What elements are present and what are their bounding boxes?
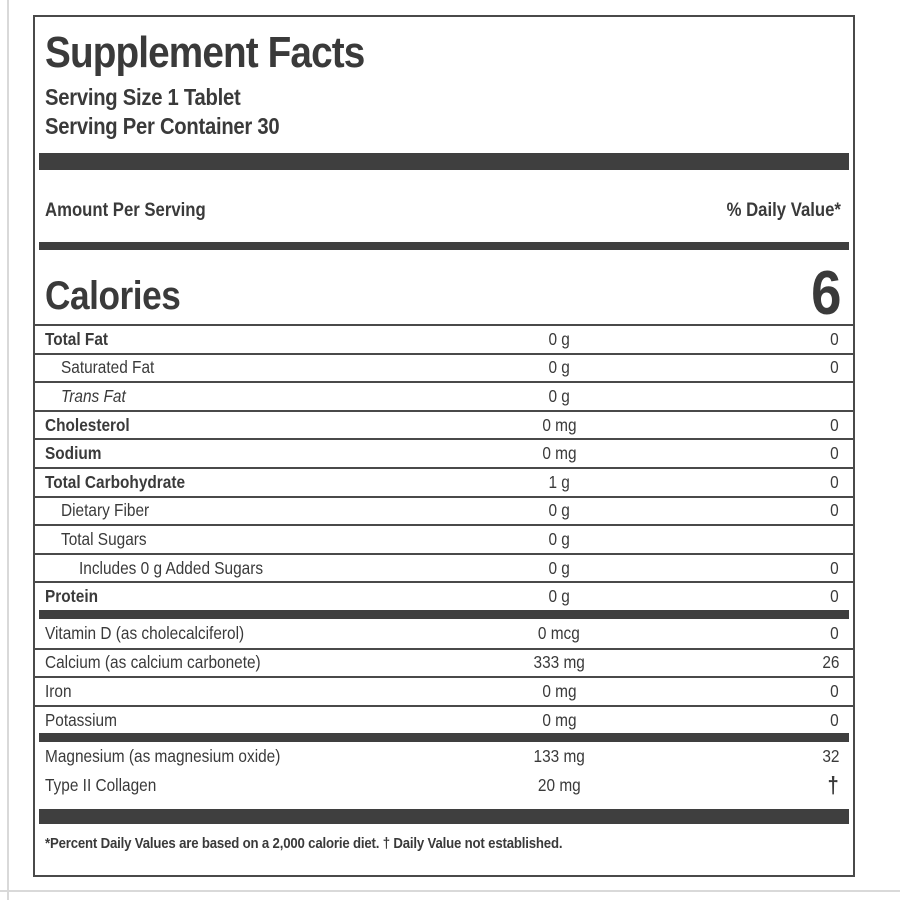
nutrient-amount: 0 g — [548, 528, 570, 549]
nutrient-name: Type II Collagen — [45, 774, 157, 795]
nutrient-amount: 0 g — [548, 385, 570, 406]
nutrient-name: Magnesium (as magnesium oxide) — [45, 746, 281, 767]
nutrient-row: Sodium 0 mg 0 — [35, 438, 853, 467]
nutrient-name: Cholesterol — [45, 414, 130, 435]
nutrient-name: Saturated Fat — [61, 357, 155, 378]
nutrient-row: Total Fat 0 g 0 — [35, 324, 853, 353]
nutrient-name: Includes 0 g Added Sugars — [79, 557, 264, 578]
nutrient-amount: 0 g — [548, 500, 570, 521]
nutrient-row: Potassium 0 mg 0 — [35, 704, 853, 734]
nutrient-amount: 0 mg — [541, 709, 577, 730]
photo-left-edge — [7, 0, 9, 900]
footnote: *Percent Daily Values are based on a 2,0… — [35, 824, 853, 852]
nutrient-dv: 32 — [821, 746, 839, 767]
nutrient-dv: 26 — [821, 652, 839, 673]
nutrient-row: Total Sugars 0 g — [35, 524, 853, 553]
nutrient-dv: 0 — [830, 357, 839, 378]
serving-info: Serving Size 1 Tablet Serving Per Contai… — [45, 83, 843, 141]
panel-title: Supplement Facts — [45, 31, 843, 75]
nutrient-row: Protein 0 g 0 — [35, 581, 853, 610]
calories-value: 6 — [810, 258, 841, 328]
nutrient-dv — [639, 386, 839, 407]
nutrient-dv-dagger-icon: † — [827, 771, 839, 798]
nutrient-dv: 0 — [830, 680, 839, 701]
nutrient-name: Total Carbohydrate — [45, 471, 186, 492]
photo-bottom-edge — [0, 890, 900, 892]
nutrient-name: Total Sugars — [61, 528, 147, 549]
nutrient-name: Iron — [45, 680, 72, 701]
nutrient-row: Calcium (as calcium carbonete) 333 mg 26 — [35, 647, 853, 677]
nutrient-amount: 1 g — [548, 471, 570, 492]
nutrient-name: Calcium (as calcium carbonete) — [45, 652, 261, 673]
nutrient-row: Magnesium (as magnesium oxide) 133 mg 32 — [35, 742, 853, 771]
nutrient-group-extras: Magnesium (as magnesium oxide) 133 mg 32 Ty… — [35, 742, 853, 799]
nutrient-dv — [639, 529, 839, 550]
nutrient-dv: 0 — [830, 414, 839, 435]
nutrient-amount: 333 mg — [533, 652, 585, 673]
serving-size: Serving Size 1 Tablet — [45, 84, 241, 110]
nutrient-amount: 0 g — [548, 328, 570, 349]
panel-title-text: Supplement Facts — [45, 28, 365, 77]
nutrient-name: Total Fat — [45, 328, 109, 349]
footnote-text: *Percent Daily Values are based on a 2,0… — [45, 834, 563, 852]
nutrient-dv: 0 — [830, 586, 839, 607]
amount-per-serving-label: Amount Per Serving — [45, 200, 206, 221]
nutrient-amount: 0 mg — [541, 414, 577, 435]
nutrient-name: Protein — [45, 586, 99, 607]
nutrient-amount: 0 g — [548, 557, 570, 578]
nutrient-row: Saturated Fat 0 g 0 — [35, 352, 853, 382]
nutrient-name: Vitamin D (as cholecalciferol) — [45, 622, 245, 643]
nutrient-row: Trans Fat 0 g — [35, 381, 853, 410]
nutrient-name: Dietary Fiber — [61, 500, 150, 521]
nutrient-amount: 133 mg — [533, 746, 585, 767]
nutrient-row: Dietary Fiber 0 g 0 — [35, 495, 853, 525]
nutrient-row: Includes 0 g Added Sugars 0 g 0 — [35, 552, 853, 582]
calories-row: Calories 6 — [35, 250, 853, 324]
nutrient-amount: 0 g — [548, 357, 570, 378]
column-header-row: Amount Per Serving % Daily Value* — [35, 170, 853, 242]
nutrient-name: Trans Fat — [61, 385, 126, 406]
thick-divider-minerals — [39, 733, 849, 743]
nutrient-dv: 0 — [830, 443, 839, 464]
nutrient-dv: 0 — [830, 328, 839, 349]
medium-divider-header — [39, 242, 849, 250]
nutrient-row: Cholesterol 0 mg 0 — [35, 409, 853, 439]
nutrient-dv: 0 — [830, 500, 839, 521]
supplement-facts-panel: Supplement Facts Serving Size 1 Tablet S… — [33, 15, 855, 877]
nutrient-amount: 20 mg — [537, 774, 581, 795]
nutrient-name: Potassium — [45, 709, 117, 730]
nutrient-row: Vitamin D (as cholecalciferol) 0 mcg 0 — [35, 619, 853, 648]
daily-value-label: % Daily Value* — [726, 200, 841, 221]
nutrient-name: Sodium — [45, 443, 102, 464]
thick-divider-bottom — [39, 808, 849, 824]
nutrient-row: Iron 0 mg 0 — [35, 676, 853, 705]
thick-divider-top — [39, 153, 849, 170]
nutrient-amount: 0 g — [548, 586, 570, 607]
thick-divider-protein — [39, 609, 849, 619]
nutrient-amount: 0 mg — [541, 680, 577, 701]
nutrient-row: Total Carbohydrate 1 g 0 — [35, 466, 853, 496]
nutrient-row: Type II Collagen 20 mg † — [35, 771, 853, 800]
nutrient-amount: 0 mcg — [538, 622, 580, 643]
nutrient-dv: 0 — [830, 471, 839, 492]
nutrient-amount: 0 mg — [541, 443, 577, 464]
nutrient-dv: 0 — [830, 557, 839, 578]
servings-per-container: Serving Per Container 30 — [45, 113, 280, 139]
nutrient-dv: 0 — [830, 709, 839, 730]
nutrient-dv: 0 — [830, 622, 839, 643]
nutrient-group-vitamins: Vitamin D (as cholecalciferol) 0 mcg 0 Calc… — [35, 619, 853, 733]
nutrient-group-main: Total Fat 0 g 0 Saturated Fat 0 g 0 Trans Fat 0… — [35, 324, 853, 610]
calories-label: Calories — [45, 274, 181, 318]
